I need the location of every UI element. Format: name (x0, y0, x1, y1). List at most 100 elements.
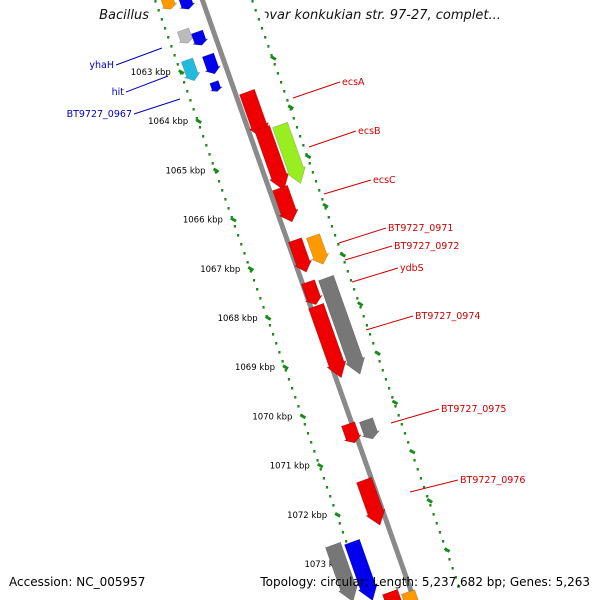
gene-BT9727_0976 (356, 476, 386, 526)
left-track-dot (217, 180, 221, 183)
leader-line (125, 75, 169, 93)
right-track-dot (280, 81, 283, 84)
gene-label: ecsC (373, 175, 396, 186)
leader-line (365, 315, 414, 331)
kbp-tick-label: 1066 kbp (183, 216, 223, 226)
right-track-dot (438, 531, 442, 534)
left-track-dot (195, 117, 198, 120)
right-track-dot (292, 117, 295, 120)
right-track-dot (448, 558, 451, 561)
gene-label: yhaH (89, 60, 114, 71)
kbp-tick-label: 1071 kbp (270, 462, 310, 472)
left-track-dot (259, 297, 262, 300)
left-track-dot (325, 486, 329, 489)
kbp-major-tick (247, 266, 255, 272)
right-track-dot (264, 36, 267, 39)
leader-line (390, 408, 440, 424)
gene-label: ydbS (400, 263, 424, 274)
kbp-tick-label: 1073 kbp (304, 560, 344, 570)
kbp-major-tick (299, 413, 307, 420)
right-track-dot (442, 540, 445, 543)
kbp-major-tick (282, 364, 289, 370)
right-track-dot (451, 567, 454, 570)
right-major-tick (304, 153, 312, 160)
right-track-dot (356, 297, 359, 300)
kbp-tick-label: 1064 kbp (148, 117, 188, 127)
left-track-dot (306, 432, 310, 435)
gene-gray-small (359, 417, 381, 440)
kbp-major-tick (230, 216, 237, 223)
right-track-dot (260, 27, 264, 30)
gene-blue-small (209, 80, 223, 92)
gene-ecsA (254, 124, 290, 191)
left-track-dot (332, 504, 335, 507)
gene-ecsB (272, 121, 306, 184)
kbp-tick-label: 1070 kbp (252, 412, 292, 422)
left-track-dot (313, 450, 316, 453)
gene-label: BT9727_0967 (67, 109, 132, 120)
gene-BT9727_0975 (341, 421, 363, 444)
right-track-dot (359, 306, 362, 309)
right-major-tick (426, 498, 433, 504)
right-track-dot (349, 279, 353, 282)
right-track-dot (457, 585, 461, 588)
left-track-dot (291, 387, 294, 390)
left-track-dot (189, 99, 192, 102)
left-track-dot (183, 81, 186, 84)
right-track-dot (257, 18, 260, 21)
right-track-dot (353, 288, 356, 291)
right-track-dot (267, 45, 270, 48)
gene-label: BT9727_0976 (460, 475, 525, 486)
right-track-dot (400, 423, 403, 426)
right-major-tick (356, 301, 364, 307)
right-track-dot (384, 378, 388, 381)
right-major-tick (391, 399, 399, 406)
left-track-dot (202, 135, 205, 138)
gene-blue (190, 29, 209, 46)
right-track-dot (422, 486, 426, 489)
right-track-dot (318, 189, 321, 192)
left-track-dot (198, 126, 202, 129)
right-track-dot (368, 333, 372, 336)
gene-gray-bottom (325, 541, 359, 600)
right-track-dot (365, 324, 368, 327)
gene-BT9727_0971 (288, 237, 313, 273)
left-track-dot (268, 324, 271, 327)
left-track-dot (278, 351, 281, 354)
left-track-dot (294, 396, 297, 399)
left-track-dot (237, 234, 240, 237)
gene-label: ecsA (342, 77, 365, 88)
gene-lightgray (176, 27, 195, 44)
left-track-dot (208, 153, 211, 156)
gene-red-bottom (382, 588, 402, 600)
right-track-dot (295, 126, 299, 129)
gene-BT9727_0972 (306, 233, 330, 265)
kbp-major-tick (316, 462, 324, 469)
right-track-dot (276, 72, 280, 75)
gene-label: BT9727_0971 (388, 223, 453, 234)
left-track-dot (287, 378, 291, 381)
leader-line (351, 267, 399, 283)
right-track-dot (327, 216, 330, 219)
gene-hit (180, 57, 201, 82)
left-track-dot (303, 423, 306, 426)
left-track-dot (233, 225, 237, 228)
right-major-tick (322, 202, 329, 209)
left-track-dot (297, 405, 300, 408)
right-track-dot (388, 387, 391, 390)
kbp-tick-label: 1072 kbp (287, 511, 327, 521)
kbp-tick-label: 1063 kbp (131, 68, 171, 78)
kbp-major-tick (195, 118, 202, 124)
right-track-dot (273, 63, 276, 66)
gene-orange-top (160, 0, 178, 10)
right-track-dot (346, 270, 349, 273)
left-track-dot (157, 9, 160, 12)
right-track-dot (391, 396, 394, 399)
left-track-dot (322, 477, 325, 480)
right-track-dot (378, 360, 381, 363)
kbp-tick-label: 1067 kbp (200, 265, 240, 275)
left-track-dot (345, 540, 348, 543)
right-track-dot (308, 162, 311, 165)
left-track-dot (224, 198, 227, 201)
kbp-major-tick (264, 315, 272, 321)
